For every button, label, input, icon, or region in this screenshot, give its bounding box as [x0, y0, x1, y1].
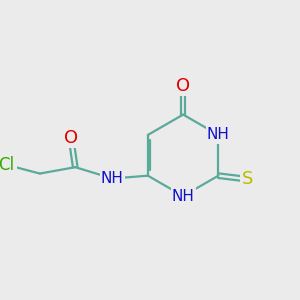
Text: NH: NH [101, 171, 124, 186]
Text: O: O [176, 76, 190, 94]
Text: NH: NH [172, 188, 195, 203]
Text: O: O [64, 129, 78, 147]
Text: NH: NH [207, 128, 230, 142]
Text: Cl: Cl [0, 156, 14, 174]
Text: S: S [242, 170, 253, 188]
